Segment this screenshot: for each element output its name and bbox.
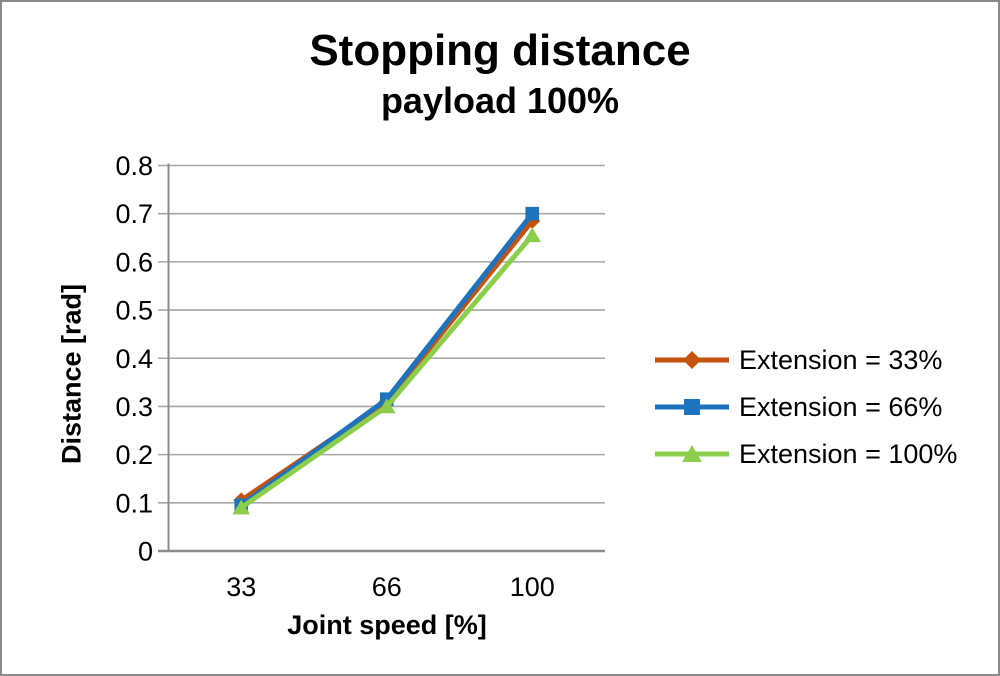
legend: Extension = 33% Extension = 66% Extensio… [654,345,957,486]
chart-subtitle: payload 100% [380,80,620,121]
y-axis-title: Distance [rad] [56,283,87,465]
y-tick-label: 0.1 [115,488,153,518]
legend-item: Extension = 100% [654,439,957,469]
y-tick-label: 0 [138,537,153,567]
y-tick-label: 0.2 [115,440,153,470]
series-line [239,219,535,503]
y-tick-label: 0.6 [115,247,153,277]
square-marker-icon [655,399,729,415]
triangle-marker-icon [655,445,729,462]
y-tick-label: 0.4 [115,344,153,374]
y-tick-label: 0.5 [115,296,153,326]
x-axis-title: Joint speed [%] [287,610,487,640]
series-line [239,212,535,508]
diamond-marker-icon [655,351,729,369]
legend-item: Extension = 66% [654,392,957,422]
legend-label: Extension = 66% [739,391,943,422]
x-tick-label: 100 [510,572,555,602]
y-tick-label: 0.7 [115,199,153,229]
legend-label: Extension = 33% [739,344,943,375]
data-point-triangle [377,398,396,414]
data-point-triangle [523,227,542,243]
y-tick-label: 0.3 [115,392,153,422]
y-tick-label: 0.8 [115,151,153,181]
data-point-triangle [232,499,251,515]
x-tick-label: 66 [372,572,402,602]
legend-label: Extension = 100% [739,438,958,469]
chart-title: Stopping distance [309,26,691,75]
legend-item: Extension = 33% [654,345,957,375]
data-point-square [525,206,540,221]
x-tick-label: 33 [226,572,256,602]
